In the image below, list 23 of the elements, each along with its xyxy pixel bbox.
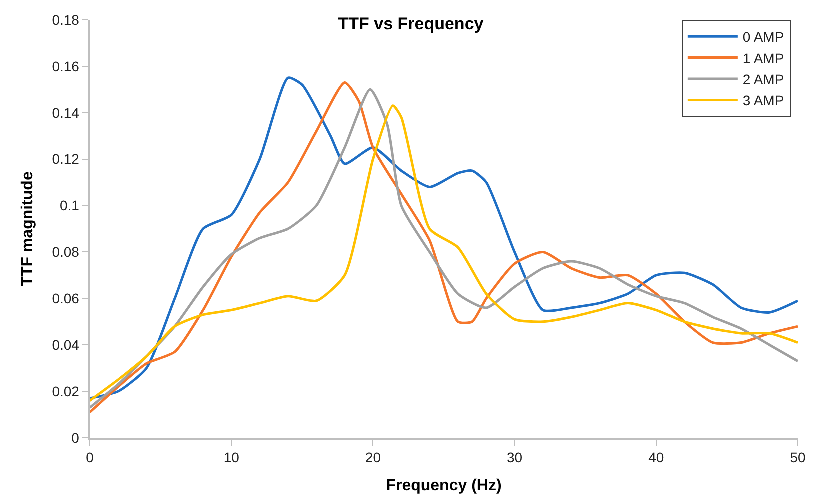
y-tick-label: 0.04 (52, 337, 80, 354)
legend-label: 2 AMP (742, 71, 784, 88)
y-axis-title: TTF magnitude (20, 172, 37, 286)
y-tick-label: 0.16 (52, 58, 80, 74)
x-tick-label: 20 (365, 450, 382, 466)
x-tick-label: 10 (224, 450, 240, 466)
y-tick-label: 0.18 (52, 12, 80, 28)
x-axis-title: Frequency (Hz) (386, 478, 502, 495)
x-tick-label: 30 (507, 450, 523, 466)
y-tick-label: 0.08 (52, 244, 80, 260)
y-tick-label: 0.06 (52, 290, 80, 307)
x-tick-label: 40 (648, 450, 664, 466)
legend-label: 1 AMP (742, 50, 784, 66)
chart-title: TTF vs Frequency (338, 14, 484, 34)
x-tick-label: 50 (790, 450, 806, 466)
x-tick-label: 0 (86, 450, 94, 466)
y-tick-label: 0.14 (52, 104, 80, 121)
legend-label: 3 AMP (742, 92, 784, 109)
legend-label: 0 AMP (742, 29, 784, 46)
y-tick-label: 0.1 (60, 198, 80, 214)
y-tick-label: 0.12 (52, 151, 80, 168)
y-tick-label: 0.02 (52, 383, 80, 400)
y-tick-label: 0 (72, 430, 80, 446)
